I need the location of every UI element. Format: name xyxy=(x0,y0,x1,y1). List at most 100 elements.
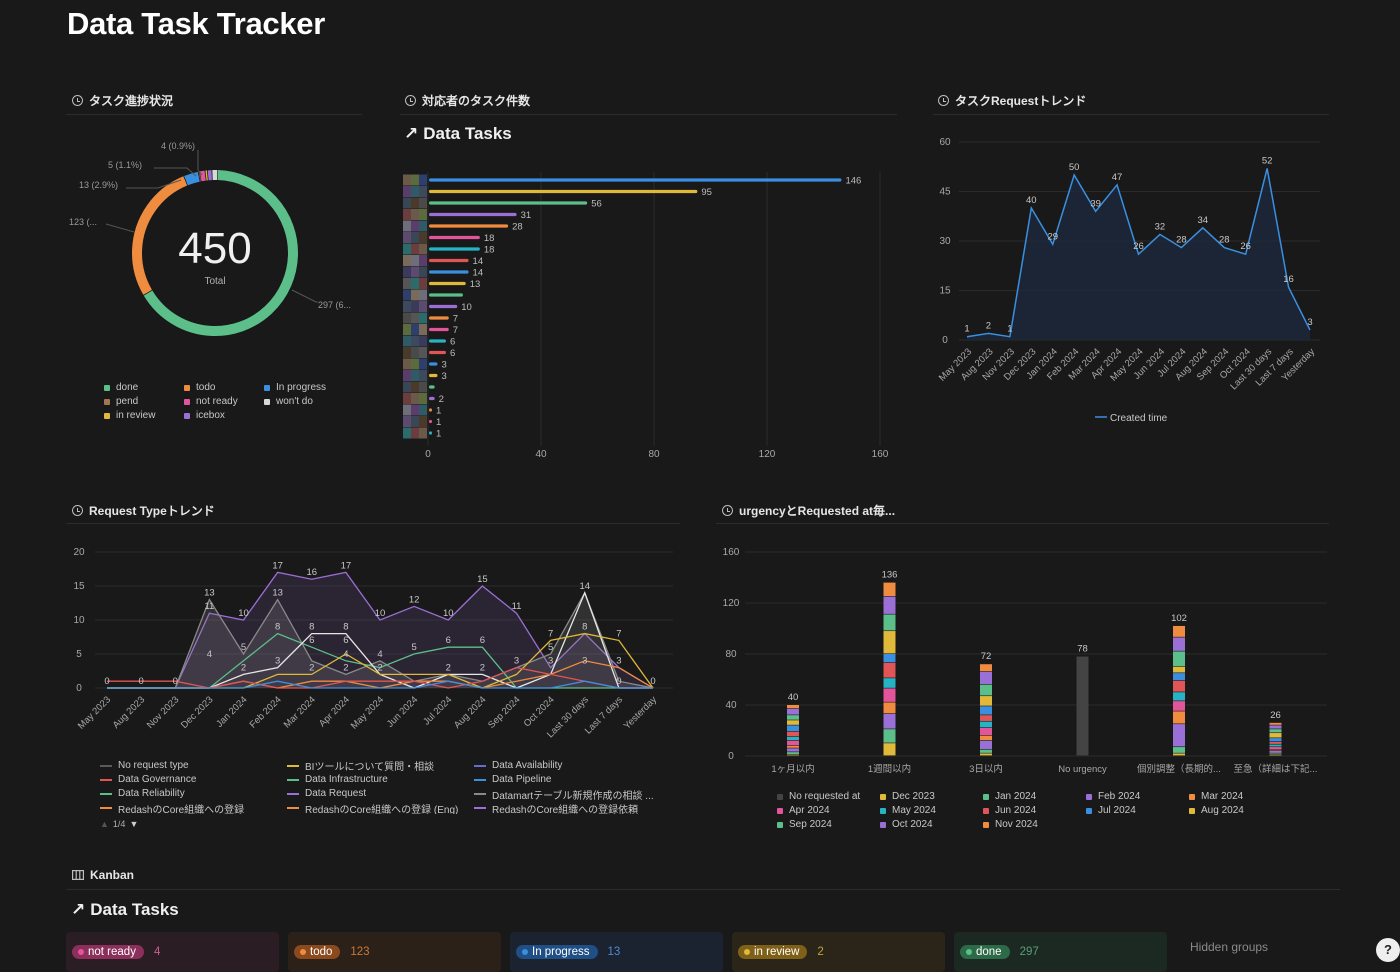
series-line[interactable] xyxy=(107,591,654,689)
bar[interactable] xyxy=(429,327,449,332)
bar[interactable] xyxy=(429,270,469,274)
bar-segment[interactable] xyxy=(1269,741,1282,744)
bar-segment[interactable] xyxy=(883,729,896,743)
bar-segment[interactable] xyxy=(1269,749,1282,751)
series-line[interactable] xyxy=(107,666,653,689)
bar[interactable] xyxy=(429,396,435,401)
legend-item[interactable]: Dec 2023 xyxy=(880,791,983,802)
legend-item[interactable]: Datamartテーブル新規作成の相談 ... xyxy=(474,788,664,800)
bar-segment[interactable] xyxy=(980,715,992,721)
legend-item[interactable]: Sep 2024 xyxy=(777,819,880,830)
bar[interactable] xyxy=(429,247,480,251)
kanban-subtitle[interactable]: ↗ Data Tasks xyxy=(71,900,179,920)
legend-item[interactable]: done xyxy=(104,382,184,393)
bar-segment[interactable] xyxy=(1173,753,1185,756)
bar-segment[interactable] xyxy=(1269,754,1282,756)
bar-segment[interactable] xyxy=(883,702,896,714)
legend-pager[interactable]: ▲ 1/4 ▼ xyxy=(100,819,138,829)
panel-assignee-title[interactable]: 対応者のタスク件数 xyxy=(405,92,530,109)
bar-segment[interactable] xyxy=(787,731,799,737)
bar[interactable] xyxy=(429,362,438,366)
kanban-column[interactable]: todo 123 xyxy=(288,932,501,972)
bar[interactable] xyxy=(429,212,517,217)
legend-item[interactable]: RedashのCore組織への登録 xyxy=(100,803,287,814)
legend-item[interactable]: Jul 2024 xyxy=(1086,805,1189,816)
legend-item[interactable]: Jan 2024 xyxy=(983,791,1086,802)
legend-item[interactable]: icebox xyxy=(184,410,264,421)
help-button[interactable]: ? xyxy=(1376,938,1400,962)
bar-segment[interactable] xyxy=(980,740,992,750)
bar-segment[interactable] xyxy=(1173,637,1185,651)
bar-segment[interactable] xyxy=(787,740,799,746)
bar-segment[interactable] xyxy=(787,705,799,709)
bar-segment[interactable] xyxy=(1269,738,1282,742)
bar-segment[interactable] xyxy=(883,631,896,654)
kanban-column[interactable]: done 297 xyxy=(954,932,1167,972)
bar[interactable] xyxy=(429,316,449,320)
legend-item[interactable]: RedashのCore組織への登録依頼 xyxy=(474,803,664,814)
legend-item[interactable]: Nov 2024 xyxy=(983,819,1086,830)
legend-item[interactable]: Data Governance xyxy=(100,774,287,785)
legend-item[interactable]: In progress xyxy=(264,382,354,393)
status-badge[interactable]: done xyxy=(960,945,1010,959)
bar-segment[interactable] xyxy=(883,614,896,631)
hidden-groups[interactable]: Hidden groups xyxy=(1190,940,1269,954)
legend-item[interactable]: Feb 2024 xyxy=(1086,791,1189,802)
bar-segment[interactable] xyxy=(980,664,992,672)
bar-segment[interactable] xyxy=(1173,680,1185,692)
legend-item[interactable]: May 2024 xyxy=(880,805,983,816)
legend-item[interactable]: BIツールについて質問・相談 xyxy=(287,760,474,771)
bar-segment[interactable] xyxy=(980,735,992,741)
bar-segment[interactable] xyxy=(980,721,992,728)
bar-segment[interactable] xyxy=(1173,724,1185,747)
legend-item[interactable]: won't do xyxy=(264,396,354,407)
legend-item[interactable]: pend xyxy=(104,396,184,407)
bar-segment[interactable] xyxy=(883,596,896,614)
bar-segment[interactable] xyxy=(980,727,992,735)
legend-item[interactable]: Oct 2024 xyxy=(880,819,983,830)
assignee-subtitle[interactable]: ↗ Data Tasks xyxy=(404,124,512,144)
legend-item[interactable]: Apr 2024 xyxy=(777,805,880,816)
donut-segment-done[interactable] xyxy=(132,169,298,336)
bar[interactable] xyxy=(429,408,432,412)
bar[interactable] xyxy=(429,224,509,228)
bar-segment[interactable] xyxy=(883,662,896,678)
bar-segment[interactable] xyxy=(883,678,896,688)
kanban-column[interactable]: In progress 13 xyxy=(510,932,723,972)
bar-segment[interactable] xyxy=(787,745,799,748)
bar-segment[interactable] xyxy=(1269,725,1282,729)
bar-segment[interactable] xyxy=(1173,747,1185,753)
series-line[interactable] xyxy=(107,571,654,689)
bar-segment[interactable] xyxy=(980,753,992,756)
bar-segment[interactable] xyxy=(787,725,799,732)
kanban-column[interactable]: in review 2 xyxy=(732,932,945,972)
status-badge[interactable]: not ready xyxy=(72,945,144,959)
bar-segment[interactable] xyxy=(980,706,992,715)
bar-segment[interactable] xyxy=(787,736,799,741)
bar-segment[interactable] xyxy=(1173,625,1185,637)
legend-item[interactable]: RedashのCore組織への登録 (Eng) xyxy=(287,803,474,814)
bar-segment[interactable] xyxy=(1269,744,1282,747)
status-badge[interactable]: In progress xyxy=(516,945,598,959)
series-line[interactable] xyxy=(107,680,653,689)
panel-urgency-title[interactable]: urgencyとRequested at毎... xyxy=(722,502,895,519)
bar[interactable] xyxy=(429,419,432,424)
bar[interactable] xyxy=(429,431,432,435)
bar[interactable] xyxy=(429,201,588,205)
legend-item[interactable]: Data Availability xyxy=(474,760,664,771)
bar-segment[interactable] xyxy=(787,708,799,715)
bar-segment[interactable] xyxy=(787,715,799,720)
bar-segment[interactable] xyxy=(1269,722,1282,725)
bar-segment[interactable] xyxy=(883,688,896,702)
bar[interactable] xyxy=(429,178,842,182)
bar[interactable] xyxy=(429,339,446,343)
bar-segment[interactable] xyxy=(1269,750,1282,753)
bar-segment[interactable] xyxy=(787,720,799,725)
panel-reqtype-title[interactable]: Request Typeトレンド xyxy=(72,502,215,519)
legend-item[interactable]: todo xyxy=(184,382,264,393)
legend-item[interactable]: Mar 2024 xyxy=(1189,791,1292,802)
bar[interactable] xyxy=(429,304,458,309)
legend-item[interactable]: Data Request xyxy=(287,788,474,799)
bar-segment[interactable] xyxy=(1173,673,1185,681)
bar-segment[interactable] xyxy=(787,752,799,755)
